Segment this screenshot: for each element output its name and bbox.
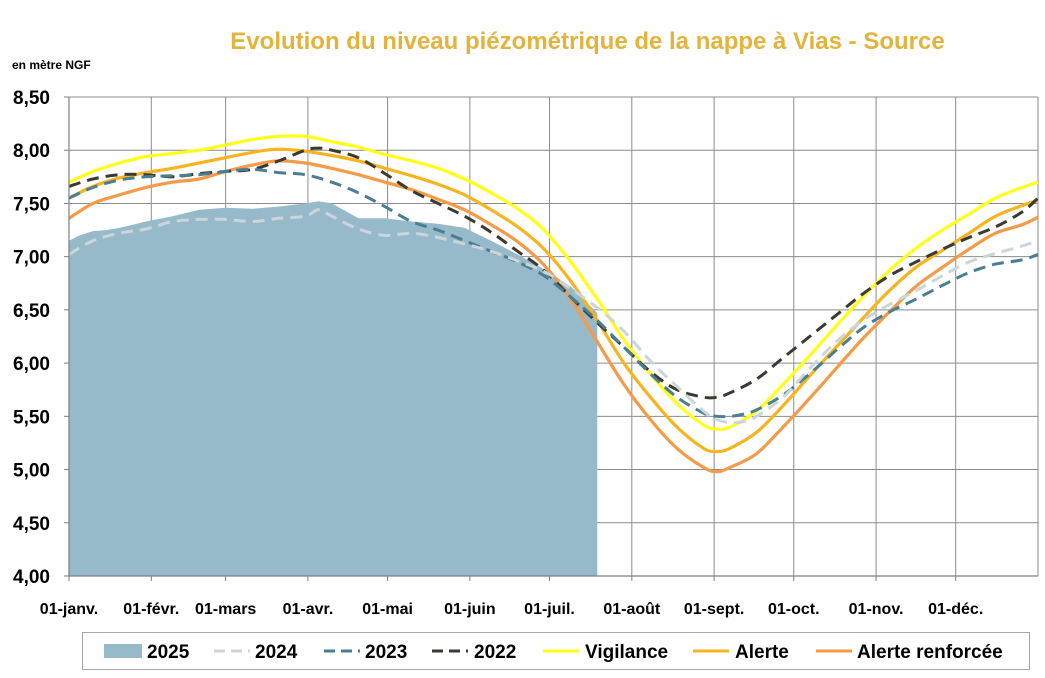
series-line-alerte-renforcee — [68, 159, 1039, 474]
y-tick-label: 6,00 — [13, 354, 50, 375]
y-tick-label: 5,50 — [13, 407, 50, 428]
y-tick-label: 6,50 — [13, 301, 50, 322]
x-tick-label: 01-juil. — [524, 601, 575, 618]
y-tick-label: 4,00 — [13, 567, 50, 588]
chart-title: Evolution du niveau piézométrique de la … — [230, 28, 945, 55]
y-tick-label: 7,50 — [13, 194, 50, 215]
series-line-alerte — [68, 147, 1039, 454]
legend-label-vigilance: Vigilance — [585, 642, 668, 663]
legend-label-alerte-renforcee: Alerte renforcée — [857, 642, 1003, 663]
series-line-vigilance — [68, 134, 1039, 432]
y-axis-unit-label: en mètre NGF — [12, 58, 91, 72]
legend-label-2022: 2022 — [474, 642, 516, 663]
x-tick-label: 01-déc. — [928, 601, 983, 618]
legend-label-2025: 2025 — [147, 642, 190, 663]
series-area-2025 — [69, 201, 598, 577]
x-tick-label: 01-oct. — [768, 601, 820, 618]
series-line-2023 — [68, 167, 1039, 419]
x-tick-label: 01-mai — [362, 601, 413, 618]
legend-label-2023: 2023 — [365, 642, 407, 663]
y-tick-label: 8,50 — [13, 88, 50, 109]
chart-legend: 2025 2024 2023 2022 Vigilance Alerte Alerte re… — [104, 642, 1003, 663]
x-tick-label: 01-janv. — [40, 601, 98, 618]
legend-label-alerte: Alerte — [735, 642, 789, 663]
legend-box — [82, 632, 1030, 670]
y-tick-label: 4,50 — [13, 514, 50, 535]
chart-areas — [69, 201, 598, 577]
y-tick-label: 8,00 — [13, 141, 50, 162]
x-tick-label: 01-avr. — [283, 601, 334, 618]
x-tick-label: 01-mars — [195, 601, 256, 618]
x-tick-label: 01-nov. — [849, 601, 904, 618]
y-tick-label: 7,00 — [13, 248, 50, 269]
chart-axes — [64, 96, 1038, 581]
legend-label-2024: 2024 — [255, 642, 298, 663]
y-tick-label: 5,00 — [13, 461, 50, 482]
x-tick-label: 01-févr. — [123, 601, 179, 618]
y-tick-labels: 4,00 4,50 5,00 5,50 6,00 6,50 7,00 7,50 8,00 8,50 — [13, 88, 50, 588]
legend-swatch-2025 — [104, 644, 142, 658]
chart-lines — [68, 134, 1040, 474]
x-tick-label: 01-juin — [444, 601, 496, 618]
x-tick-labels: 01-janv. 01-févr. 01-mars 01-avr. 01-mai 01-j… — [40, 601, 983, 618]
x-tick-label: 01-août — [603, 601, 661, 618]
series-line-2024 — [68, 208, 1039, 425]
x-tick-label: 01-sept. — [684, 601, 744, 618]
